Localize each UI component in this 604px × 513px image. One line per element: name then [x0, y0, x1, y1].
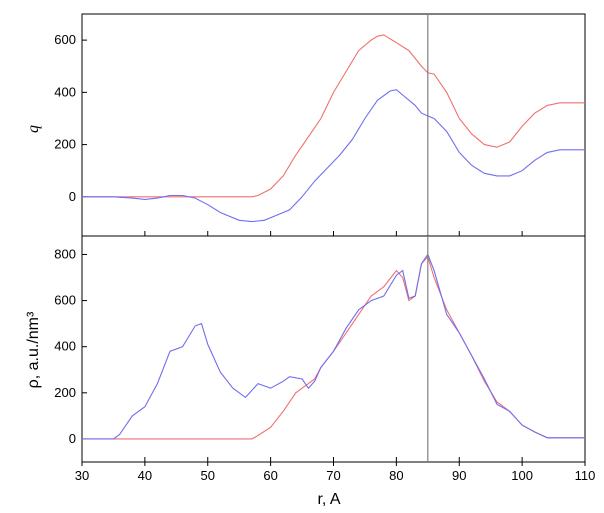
x-tick-label: 50: [201, 468, 215, 483]
blue-series-line: [82, 253, 585, 440]
blue-series-line: [82, 89, 585, 223]
x-tick-label: 70: [326, 468, 340, 483]
x-tick-label: 100: [511, 468, 533, 483]
y-tick-label: 0: [69, 189, 76, 204]
y-tick-label: 600: [54, 32, 76, 47]
x-tick-label: 40: [138, 468, 152, 483]
y-tick-label: 200: [54, 385, 76, 400]
x-tick-label: 30: [75, 468, 89, 483]
y-tick-label: 800: [54, 246, 76, 261]
x-tick-label: 110: [575, 468, 596, 483]
bottom-xlabel: r, A: [317, 491, 340, 508]
bottom-ylabel: ρ, a.u./nm³: [25, 311, 42, 388]
plot-frame: [81, 13, 586, 237]
y-tick-label: 200: [54, 137, 76, 152]
y-tick-label: 0: [69, 431, 76, 446]
y-tick-label: 400: [54, 84, 76, 99]
x-tick-label: 60: [263, 468, 277, 483]
y-tick-label: 600: [54, 293, 76, 308]
top-panel: 0 200 400 600: [54, 13, 586, 237]
x-tick-label: 90: [452, 468, 466, 483]
bottom-panel: 0 200 400 600 800 30 40 50 60 70 80 90 100 110: [54, 235, 596, 483]
plot-frame: [81, 235, 586, 463]
red-series-line: [82, 34, 585, 198]
y-tick-label: 400: [54, 339, 76, 354]
red-series-line: [82, 255, 585, 440]
x-tick-label: 80: [389, 468, 403, 483]
top-ylabel: q: [25, 125, 42, 133]
